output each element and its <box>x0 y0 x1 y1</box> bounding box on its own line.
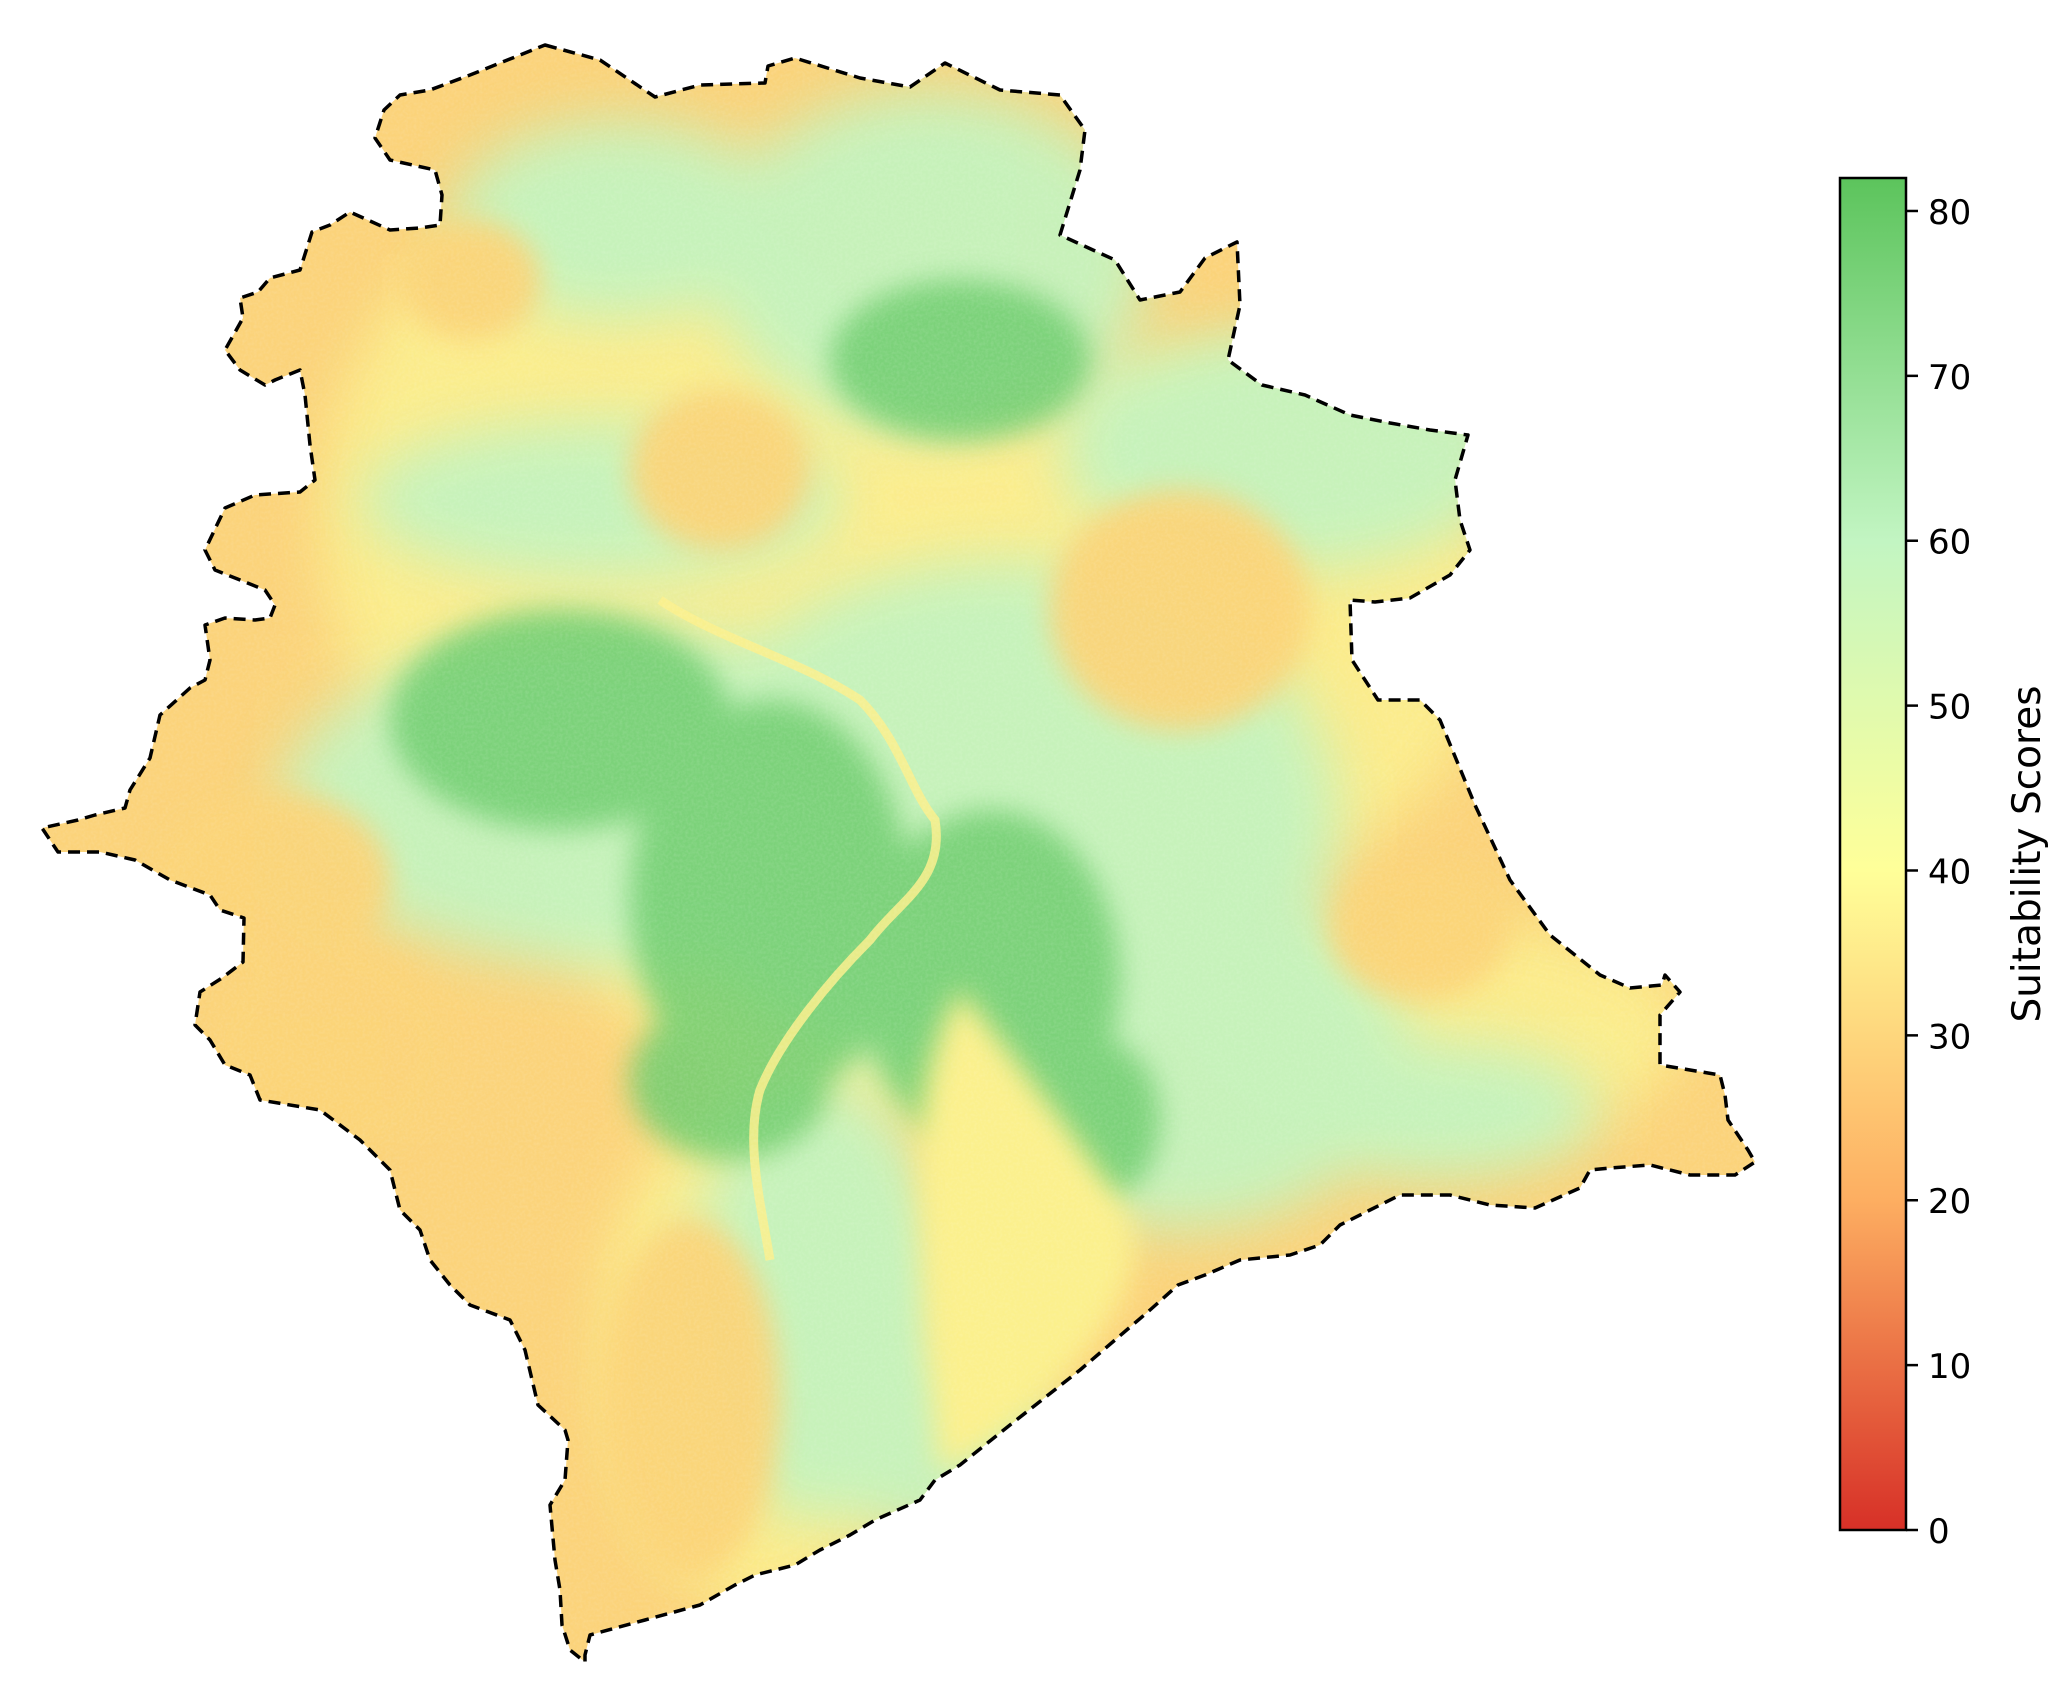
colorbar-tick-label: 70 <box>1928 358 1971 398</box>
raster-texture <box>42 45 1755 1662</box>
colorbar-tick-label: 0 <box>1928 1512 1950 1552</box>
colorbar-tick-label: 40 <box>1928 852 1971 892</box>
colorbar-label: Suitability Scores <box>2005 685 2050 1022</box>
colorbar-tick-label: 10 <box>1928 1347 1971 1387</box>
colorbar: 0 10 20 30 40 50 60 70 80 Suitability Scores <box>1838 176 2050 1552</box>
suitability-raster <box>42 45 1755 1662</box>
colorbar-ramp <box>1838 176 1908 1532</box>
colorbar-tick-label: 20 <box>1928 1182 1971 1222</box>
region-boundary <box>40 43 1757 1664</box>
colorbar-tick-label: 80 <box>1928 193 1971 233</box>
colorbar-tick-label: 30 <box>1928 1017 1971 1057</box>
colorbar-tick-label: 60 <box>1928 523 1971 563</box>
colorbar-tick-label: 50 <box>1928 688 1971 728</box>
colorbar-ticks: 0 10 20 30 40 50 60 70 80 <box>1906 193 1971 1552</box>
